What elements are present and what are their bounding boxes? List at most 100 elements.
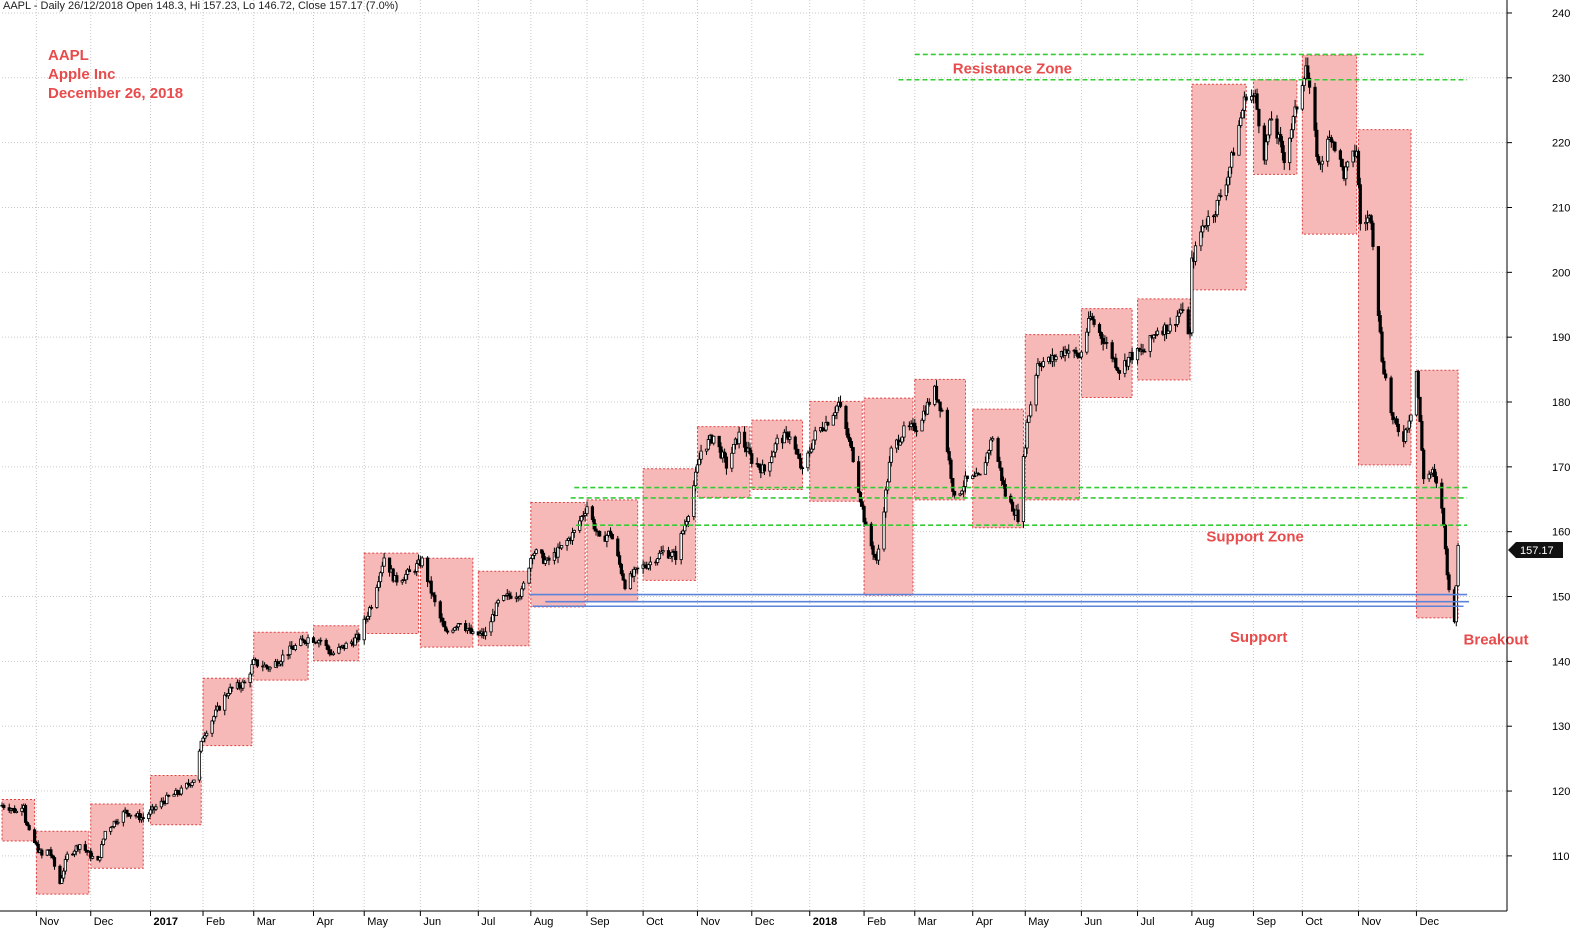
candle-body — [13, 807, 17, 813]
candlestick — [51, 854, 55, 860]
candlestick — [976, 472, 980, 476]
candlestick — [529, 556, 533, 572]
candlestick — [223, 692, 227, 716]
candle-body — [197, 750, 202, 781]
candlestick — [793, 435, 797, 455]
x-tick-label: Nov — [39, 916, 59, 928]
candlestick — [532, 550, 537, 560]
candlestick — [898, 437, 902, 446]
candle-body — [438, 601, 442, 619]
candlestick — [534, 548, 538, 555]
candle-body — [985, 452, 989, 464]
candlestick — [884, 486, 888, 518]
candle-body — [32, 829, 37, 843]
candlestick — [608, 527, 613, 538]
candle-body — [344, 642, 348, 649]
candlestick — [1186, 306, 1190, 335]
candle-body — [1041, 361, 1045, 367]
candlestick — [871, 541, 875, 561]
y-tick-label: 140 — [1552, 656, 1570, 668]
candlestick — [1054, 353, 1058, 363]
candle-body — [909, 423, 913, 427]
candle-body — [775, 437, 779, 445]
candlestick — [1447, 572, 1451, 593]
candlestick — [1275, 115, 1279, 144]
candle-body — [426, 557, 430, 582]
candlestick — [1407, 415, 1411, 433]
candlestick — [380, 561, 384, 577]
candle-body — [205, 732, 209, 737]
candle-body — [176, 790, 180, 795]
candlestick — [1391, 412, 1395, 425]
candle-body — [465, 628, 470, 631]
candle-body — [201, 737, 205, 742]
candle-body — [1384, 373, 1388, 379]
candle-body — [185, 782, 189, 789]
candlestick — [913, 418, 917, 433]
candlestick — [1279, 126, 1283, 148]
candle-body — [306, 637, 310, 644]
x-tick-label: Sep — [590, 916, 610, 928]
candlestick — [543, 556, 547, 567]
y-tick-label: 110 — [1552, 851, 1570, 863]
candle-body — [846, 428, 850, 438]
candlestick — [9, 807, 13, 814]
candle-body — [991, 438, 995, 441]
candle-body — [598, 531, 602, 537]
candle-body — [250, 664, 254, 675]
x-tick-label: Oct — [1305, 916, 1322, 928]
candle-body — [252, 659, 256, 666]
candle-body — [1226, 176, 1230, 186]
candlestick — [628, 571, 633, 590]
candlestick — [579, 515, 584, 527]
candle-body — [1427, 473, 1431, 480]
candle-body — [518, 596, 522, 599]
candle-body — [471, 631, 475, 634]
candlestick — [23, 803, 28, 825]
candlestick — [404, 570, 408, 584]
candlestick — [98, 857, 102, 863]
candle-body — [65, 853, 69, 860]
candle-body — [1090, 316, 1094, 320]
candle-body — [451, 629, 455, 633]
candlestick — [949, 457, 953, 484]
candlestick — [230, 686, 234, 692]
candle-body — [34, 842, 39, 845]
candlestick — [1212, 214, 1216, 224]
candlestick — [1365, 210, 1370, 231]
candle-body — [223, 694, 227, 711]
candlestick — [1009, 493, 1013, 505]
candle-body — [858, 491, 863, 503]
candle-body — [898, 441, 902, 446]
candlestick — [1016, 503, 1020, 524]
candlestick — [237, 679, 241, 691]
y-tick-label: 200 — [1552, 267, 1570, 279]
candle-body — [1117, 370, 1122, 374]
candlestick — [1295, 106, 1299, 113]
candlestick — [241, 679, 245, 691]
candle-body — [520, 588, 524, 597]
candle-body — [1166, 330, 1170, 334]
candlestick — [199, 740, 203, 754]
candle-body — [23, 805, 28, 823]
candle-body — [922, 410, 926, 421]
candlestick — [1264, 134, 1268, 165]
candlestick — [25, 821, 29, 827]
candlestick — [1152, 334, 1156, 343]
candle-body — [110, 826, 115, 829]
candle-body — [521, 582, 526, 590]
candle-body — [1224, 184, 1228, 197]
candlestick — [1300, 81, 1304, 112]
candle-body — [646, 564, 651, 569]
candlesticks — [0, 57, 1460, 885]
candle-body — [440, 617, 444, 622]
x-tick-label: May — [367, 916, 388, 928]
candle-body — [547, 557, 551, 561]
candle-body — [786, 432, 790, 440]
candlestick — [1224, 178, 1228, 201]
candlestick — [985, 452, 989, 466]
candlestick — [507, 590, 511, 601]
candle-body — [1074, 349, 1078, 354]
candle-body — [648, 561, 652, 566]
candle-body — [489, 621, 493, 633]
